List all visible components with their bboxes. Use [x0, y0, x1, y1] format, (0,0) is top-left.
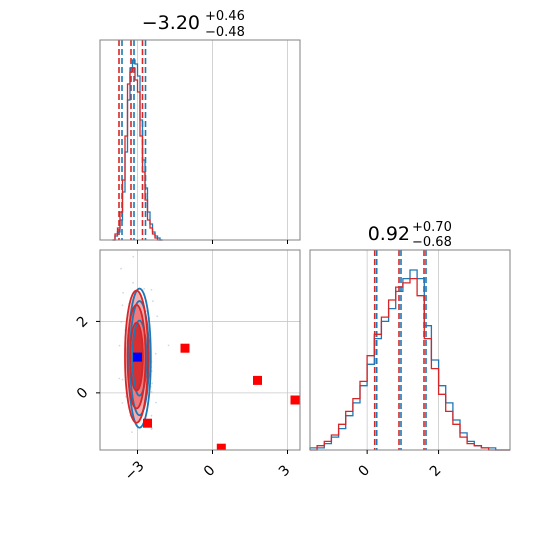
joint-x-tick-labels: −3 0 3: [122, 458, 294, 484]
joint-sample-dot: [151, 427, 153, 430]
joint-ytick-label: 0: [74, 385, 92, 403]
joint-sample-dot: [154, 352, 157, 355]
marginal-1-title-lower: −0.48: [205, 25, 245, 40]
joint-sample-dot: [155, 401, 157, 404]
joint-marker-square: [290, 395, 300, 405]
marginal-2-quantile-lines: [373, 250, 427, 450]
marginal-2-histogram-blue: [309, 269, 510, 451]
marginal-2-xtick-label: 2: [427, 462, 445, 480]
panel-marginal-1: −3.20 +0.46 −0.48: [99, 9, 301, 244]
panel-joint: −3 0 3 02: [74, 249, 301, 484]
joint-marker-square: [133, 352, 142, 362]
marginal-1-title-median: −3.20: [142, 12, 200, 34]
joint-sample-dot: [132, 255, 135, 258]
joint-sample-dot: [115, 462, 117, 464]
marginal-2-grid: [366, 250, 439, 450]
joint-y-tick-labels: 02: [74, 313, 92, 402]
joint-contour-red: [129, 321, 144, 392]
joint-marker-square: [216, 443, 226, 450]
joint-sample-dot: [152, 300, 154, 303]
joint-sample-dot: [120, 321, 123, 323]
joint-contour-red: [126, 303, 147, 410]
joint-sample-dot: [118, 377, 121, 380]
marginal-1-histogram-blue: [112, 59, 163, 241]
joint-xtick-label: 0: [201, 462, 219, 480]
joint-xtick-label: 3: [276, 462, 294, 480]
joint-sample-dot: [132, 281, 135, 284]
marginal-1-title-upper: +0.46: [205, 9, 245, 24]
joint-sample-dot: [167, 344, 170, 347]
joint-sample-dot: [118, 344, 121, 347]
joint-ticks: [96, 320, 288, 454]
joint-sample-dot: [143, 288, 146, 290]
joint-marker-square: [180, 343, 190, 353]
joint-marker-square: [253, 375, 262, 385]
marginal-2-histogram-red: [310, 277, 510, 451]
joint-xtick-label: −3: [122, 458, 148, 484]
joint-marker-square: [143, 418, 152, 428]
joint-sample-dot: [150, 288, 153, 291]
marginal-1-histogram-red: [112, 67, 163, 241]
joint-sample-dot: [151, 382, 154, 385]
marginal-1-grid: [137, 40, 288, 240]
joint-sample-dot: [121, 402, 124, 404]
marginal-2-ticks: [366, 450, 440, 454]
marginal-2-xtick-label: 0: [356, 462, 374, 480]
marginal-1-ticks: [137, 240, 288, 244]
joint-sample-dot: [131, 431, 133, 433]
joint-sample-dot: [150, 414, 153, 417]
joint-sample-dot: [120, 267, 122, 270]
joint-sample-dot: [156, 315, 159, 318]
joint-sample-dot: [122, 291, 124, 294]
marginal-1-frame: [99, 39, 301, 241]
joint-sample-dot: [121, 378, 124, 381]
joint-sample-dot: [150, 391, 153, 393]
marginal-2-title-upper: +0.70: [412, 220, 452, 235]
joint-contour-red: [124, 289, 149, 424]
joint-frame: [99, 249, 301, 451]
marginal-2-frame: [309, 249, 511, 451]
joint-ytick-label: 2: [74, 313, 92, 331]
joint-sample-dot: [125, 395, 127, 398]
joint-sample-dot: [121, 304, 124, 307]
joint-marker-points: [133, 343, 300, 450]
marginal-2-title-median: 0.92: [368, 223, 410, 245]
joint-contour-blue: [131, 319, 148, 397]
marginal-2-title-lower: −0.68: [412, 235, 452, 250]
